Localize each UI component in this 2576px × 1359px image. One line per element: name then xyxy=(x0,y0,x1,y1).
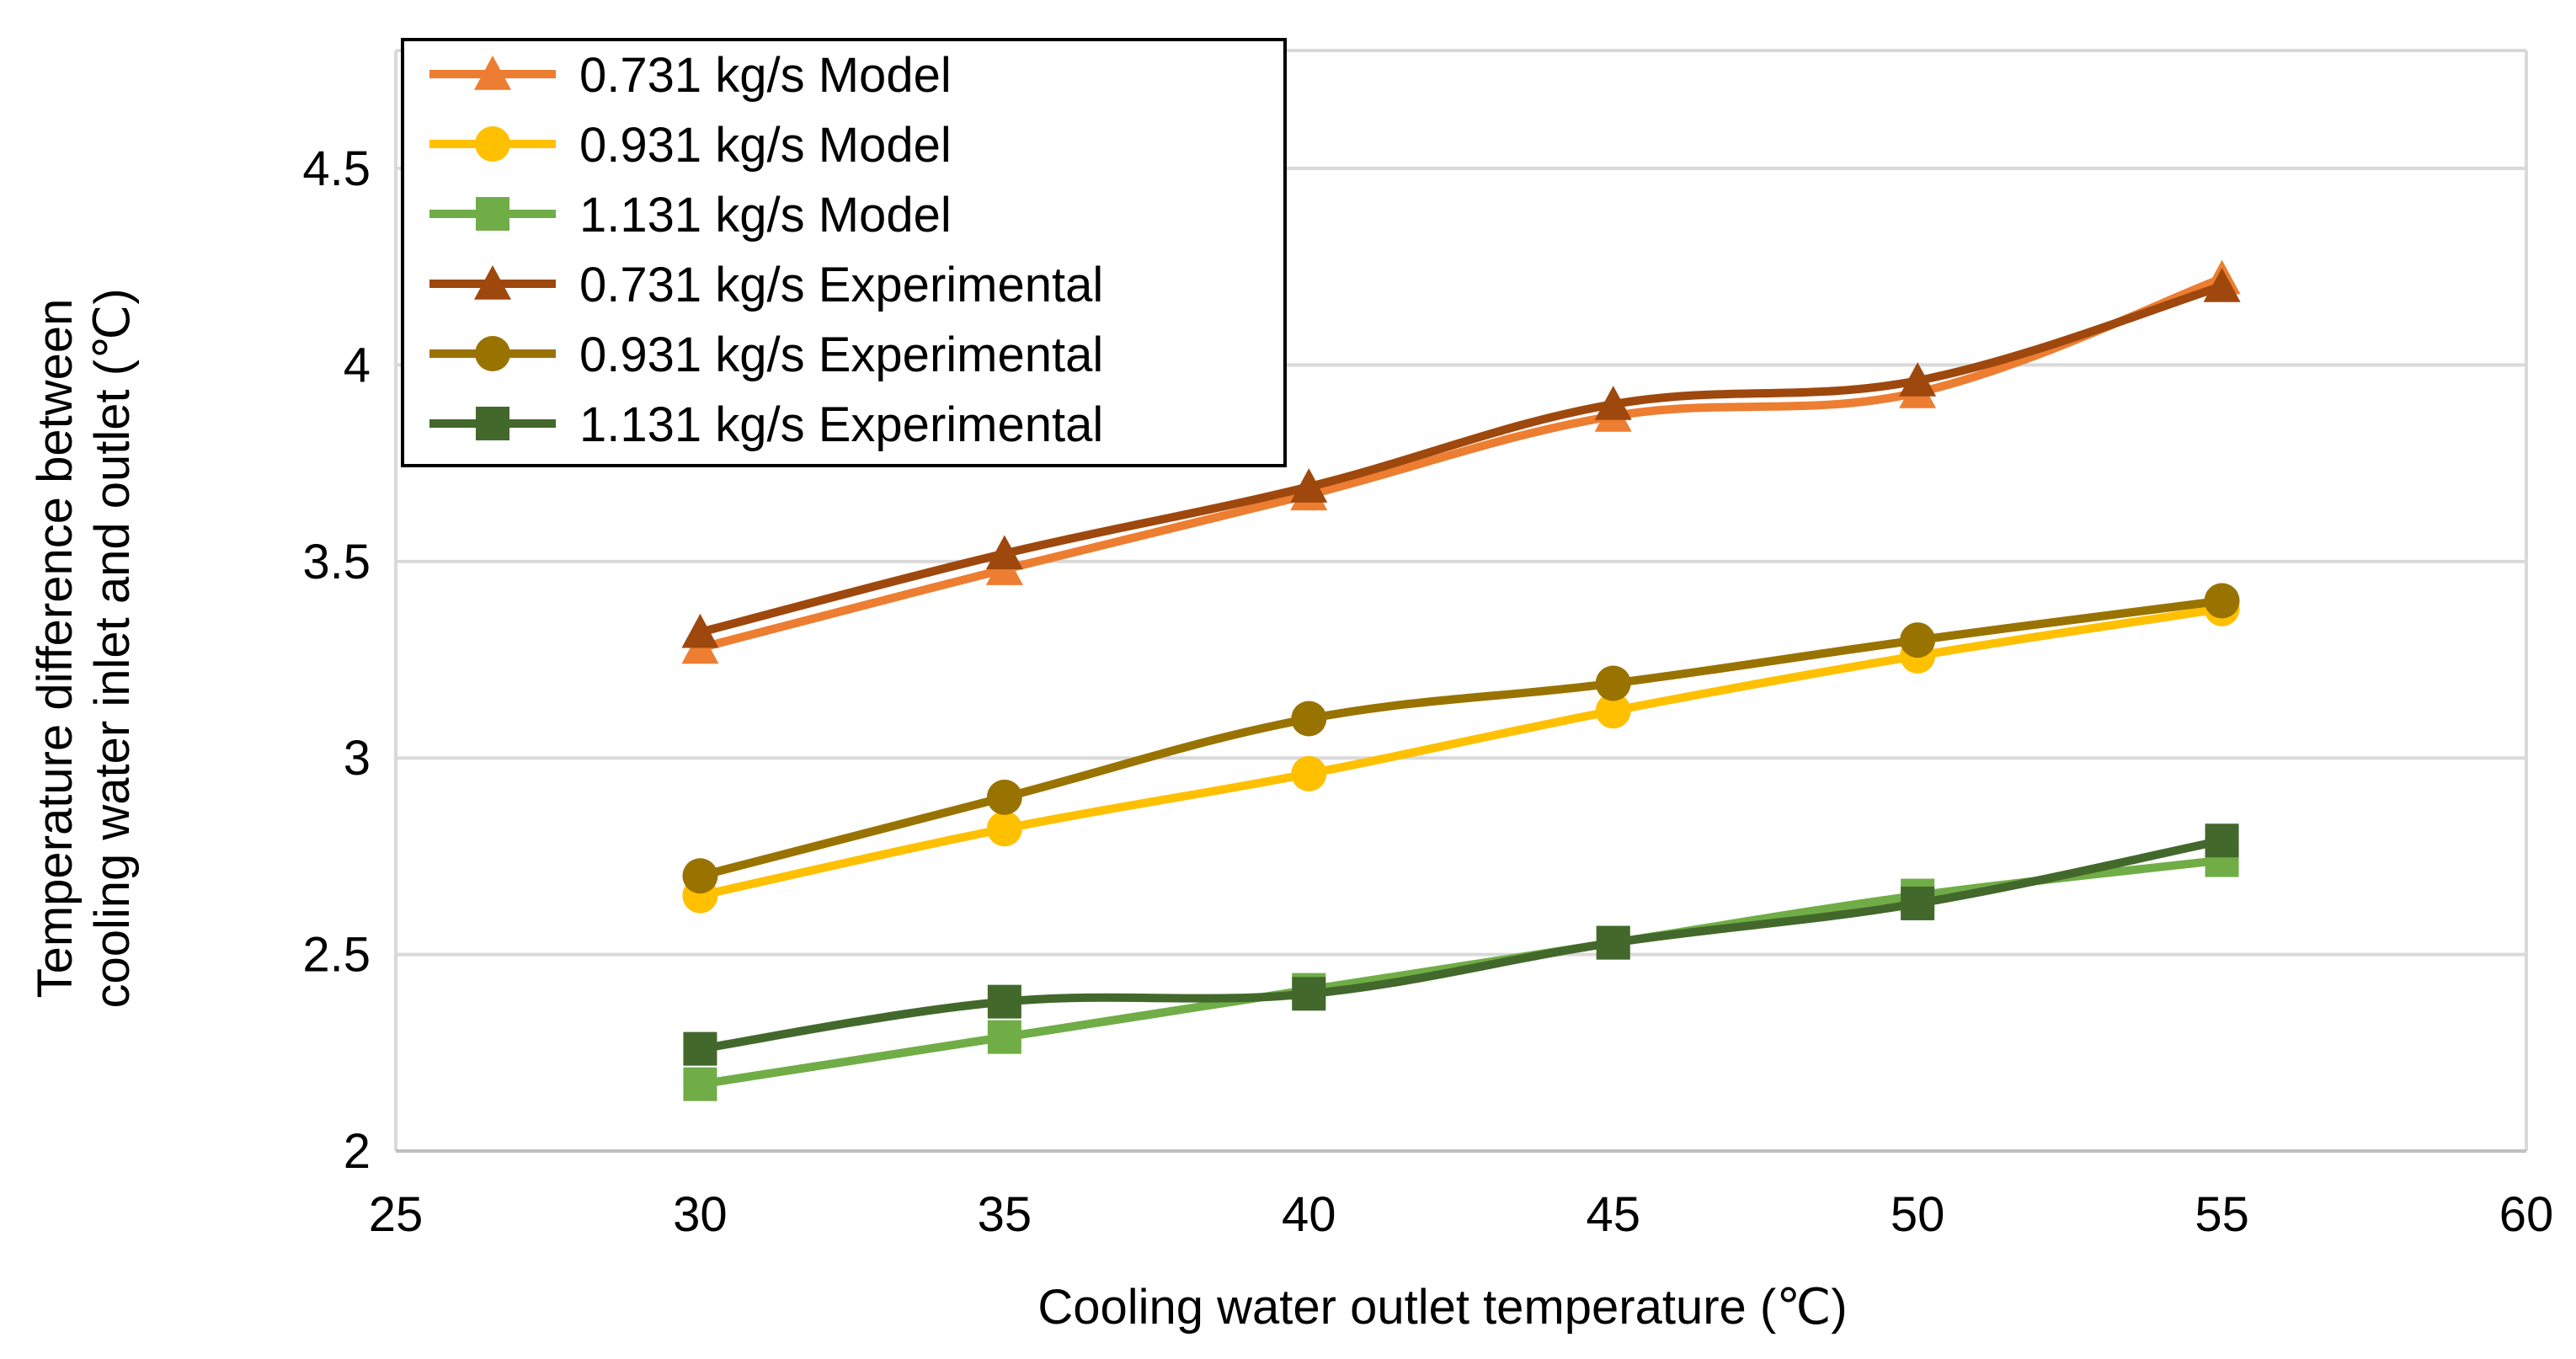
data-point xyxy=(2204,583,2240,619)
data-point xyxy=(1901,886,1935,920)
data-point xyxy=(1899,362,1937,397)
series-line-3 xyxy=(696,282,2227,637)
legend-swatch-marker xyxy=(476,197,509,231)
legend-item-2: 1.131 kg/s Model xyxy=(429,188,952,242)
legend-label: 0.931 kg/s Model xyxy=(579,118,952,173)
data-point xyxy=(682,858,718,894)
series-line-0 xyxy=(696,274,2227,653)
legend-label: 1.131 kg/s Model xyxy=(579,188,952,242)
series-line-4 xyxy=(696,596,2227,881)
legend-label: 0.731 kg/s Model xyxy=(579,48,952,103)
y-tick-label: 4.5 xyxy=(302,141,371,196)
series-4 xyxy=(682,583,2240,894)
y-tick-label: 4 xyxy=(344,338,371,392)
legend-label: 1.131 kg/s Experimental xyxy=(579,397,1103,452)
y-tick-label: 3 xyxy=(344,731,371,786)
data-point xyxy=(1594,386,1632,420)
legend-swatch-marker xyxy=(474,56,511,90)
x-tick-label: 50 xyxy=(1891,1187,1945,1242)
x-tick-label: 60 xyxy=(2499,1187,2554,1242)
data-point xyxy=(2203,268,2241,302)
data-point xyxy=(1290,468,1328,503)
data-point xyxy=(987,984,1021,1019)
data-point xyxy=(986,779,1022,815)
legend-item-3: 0.731 kg/s Experimental xyxy=(429,258,1103,312)
legend-box xyxy=(401,38,1287,467)
data-point xyxy=(985,535,1023,570)
y-tick-label: 3.5 xyxy=(302,535,371,589)
y-axis-title-line-1: Temperature difference between xyxy=(28,299,83,999)
axis-layer: 2 2.5 3 3.5 4 4.5 25 30 35 40 45 50 55 60 xyxy=(302,51,2553,1242)
legend-label: 0.731 kg/s Experimental xyxy=(579,258,1103,312)
y-tick-label: 2.5 xyxy=(302,928,371,983)
legend-item-1: 0.931 kg/s Model xyxy=(429,118,952,173)
data-point xyxy=(683,1067,717,1101)
data-point xyxy=(1900,622,1936,658)
data-point xyxy=(1595,693,1631,729)
x-tick-label: 30 xyxy=(673,1187,728,1242)
legend-item-0: 0.731 kg/s Model xyxy=(429,48,952,103)
legend-swatch-marker xyxy=(476,407,509,440)
x-tick-label: 40 xyxy=(1282,1187,1336,1242)
series-layer xyxy=(681,259,2241,1101)
series-3 xyxy=(681,268,2241,648)
label-layer: Cooling water outlet temperature (℃) Tem… xyxy=(28,288,1848,1335)
data-point xyxy=(1292,977,1326,1011)
series-line-5 xyxy=(696,836,2227,1053)
legend-item-5: 1.131 kg/s Experimental xyxy=(429,397,1103,452)
y-axis-title-line-2: cooling water inlet and outlet (℃) xyxy=(85,288,140,1008)
legend: 0.731 kg/s Model 0.931 kg/s Model 1.131 kg… xyxy=(401,38,1287,467)
series-1 xyxy=(682,590,2240,914)
legend-swatch-marker xyxy=(475,336,510,371)
x-tick-label: 25 xyxy=(369,1187,424,1242)
x-tick-label: 35 xyxy=(978,1187,1032,1242)
data-point xyxy=(681,613,719,648)
data-point xyxy=(1596,925,1630,960)
legend-swatch-marker xyxy=(474,265,511,300)
data-point xyxy=(1595,665,1631,701)
y-tick-label: 2 xyxy=(344,1124,371,1179)
x-axis-title: Cooling water outlet temperature (℃) xyxy=(1037,1280,1847,1335)
legend-label: 0.931 kg/s Experimental xyxy=(579,328,1103,382)
data-point xyxy=(683,1031,717,1066)
legend-item-4: 0.931 kg/s Experimental xyxy=(429,328,1103,382)
x-tick-label: 45 xyxy=(1586,1187,1640,1242)
x-tick-label: 55 xyxy=(2195,1187,2249,1242)
series-5 xyxy=(683,823,2239,1066)
data-point xyxy=(1291,755,1327,791)
data-point xyxy=(1291,701,1327,737)
series-line-1 xyxy=(696,604,2227,900)
data-point xyxy=(2205,823,2239,858)
legend-swatch-marker xyxy=(475,126,510,162)
data-point xyxy=(987,1020,1021,1054)
data-point xyxy=(986,811,1022,847)
